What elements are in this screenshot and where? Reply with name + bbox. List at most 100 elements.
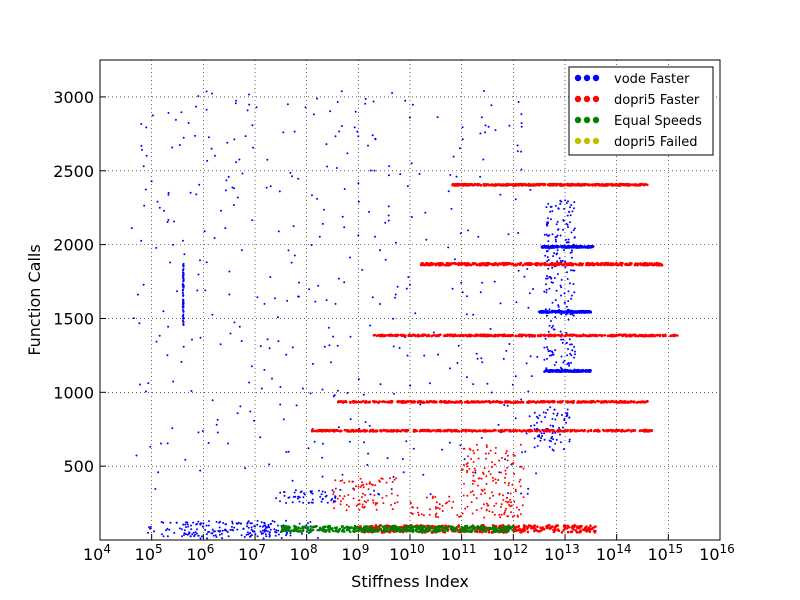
data-point [629,334,633,338]
data-point [386,333,390,337]
data-point [490,104,493,107]
legend-entry: dopri5 Failed [574,135,698,150]
data-point [160,521,163,523]
legend-marker [592,137,600,145]
data-point [552,438,554,441]
data-point [310,490,313,493]
data-point [422,514,425,517]
data-point [591,184,594,187]
data-point [173,220,175,223]
data-point [346,152,349,155]
x-tick-label: 104 [83,542,111,564]
data-point [492,429,495,432]
data-point [451,287,454,290]
data-point [406,185,409,188]
data-point [500,183,503,186]
data-point [191,338,193,341]
data-point [650,263,654,267]
data-point [546,246,549,249]
data-point [549,210,552,213]
data-point [263,524,266,527]
data-point [409,334,413,338]
data-point [306,526,310,529]
data-point [406,525,410,529]
data-point [464,430,468,433]
data-point [147,382,150,385]
data-point [520,398,523,401]
data-point [514,375,517,378]
data-point [461,529,465,532]
x-tick-exponent: 13 [565,542,580,556]
data-point [388,530,391,534]
data-point [573,356,576,359]
data-point [493,513,496,516]
data-point [603,429,606,433]
data-point [201,430,204,432]
data-point [463,263,466,266]
data-point [521,400,524,404]
data-point [372,527,376,531]
data-point [502,263,506,266]
data-point [364,494,366,496]
data-point [519,465,522,468]
data-point [225,179,228,182]
data-point [555,253,558,256]
data-point [155,246,158,249]
data-point [530,526,533,530]
data-point [391,508,394,511]
data-point [372,501,375,504]
data-point [297,295,300,298]
data-point [342,400,346,404]
data-point [214,530,216,533]
data-point [362,486,365,489]
data-point [293,491,296,494]
data-point [444,263,447,267]
x-tick-base: 10 [699,545,719,564]
data-point [143,204,146,207]
data-point [552,183,555,187]
x-tick-label: 108 [290,542,318,564]
data-point [485,263,488,267]
data-point [460,401,464,404]
data-point [572,314,575,317]
data-point [565,241,568,244]
data-point [503,513,506,515]
data-point [264,525,267,528]
data-point [516,144,519,147]
data-point [556,412,559,415]
data-point [552,412,555,415]
data-point [573,227,576,230]
data-point [499,333,503,337]
data-point [512,453,515,456]
data-point [539,439,542,442]
data-point [336,101,339,103]
data-point [478,530,482,534]
data-point [556,428,560,432]
data-point [539,400,543,404]
data-point [485,508,488,511]
data-point [283,528,287,531]
data-point [357,182,360,185]
data-point [333,394,336,397]
data-point [256,523,259,526]
data-point [567,226,569,229]
data-point [379,383,382,386]
x-tick-exponent: 16 [720,542,735,556]
data-point [636,263,639,267]
data-point [313,525,316,528]
data-point [509,505,512,508]
data-point [349,256,351,259]
data-point [444,524,447,527]
data-point [462,429,465,432]
data-point [519,485,522,488]
data-point [483,429,486,432]
data-point [462,494,465,497]
data-point [372,100,375,103]
data-point [439,525,442,528]
data-point [527,390,530,393]
data-point [199,523,202,526]
data-point [367,452,370,455]
data-point [480,488,483,491]
data-point [298,281,300,284]
data-point [550,320,552,322]
